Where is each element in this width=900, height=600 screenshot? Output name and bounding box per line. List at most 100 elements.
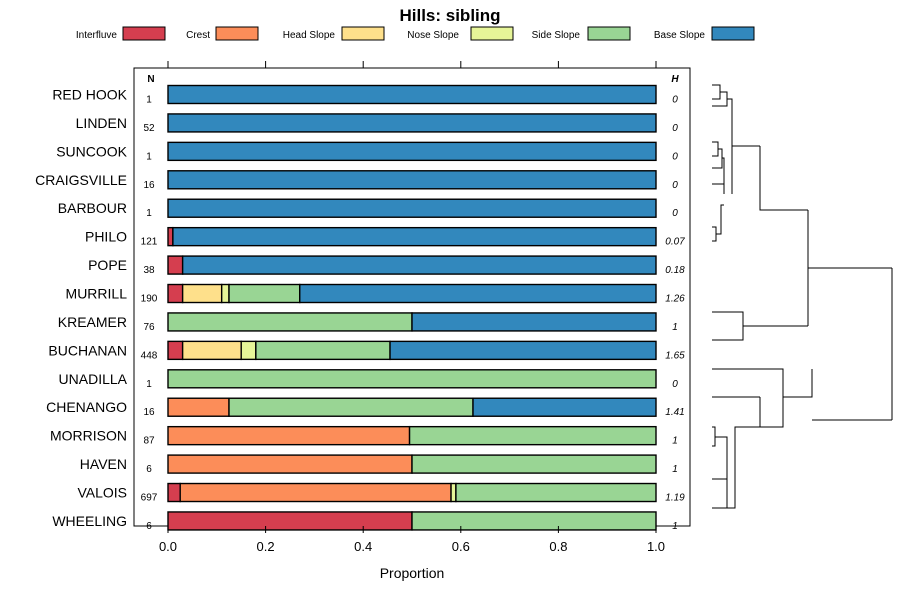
dendrogram-branch — [727, 98, 733, 194]
n-value: 190 — [141, 294, 158, 305]
bars-group — [167, 84, 657, 531]
x-tick-label: 0.4 — [354, 539, 372, 554]
bar-pope-base-slope — [181, 255, 657, 275]
h-value: 1.65 — [665, 350, 685, 361]
bar-wheeling-interfluve — [167, 511, 413, 531]
bar-murrill-side-slope — [228, 283, 301, 304]
dendrogram-branch — [712, 368, 784, 428]
n-value: 87 — [143, 436, 155, 447]
bar-barbour-base-slope — [167, 198, 657, 218]
n-value: 1 — [146, 208, 152, 219]
bar-buchanan-side-slope — [255, 340, 391, 361]
legend-label-side-slope: Side Slope — [532, 30, 581, 41]
category-label: SUNCOOK — [56, 143, 127, 159]
bar-morrison-crest — [167, 425, 411, 446]
legend-label-crest: Crest — [186, 30, 210, 41]
dendrogram-branch — [783, 369, 813, 398]
n-value: 16 — [143, 180, 155, 191]
category-label: HAVEN — [80, 456, 127, 472]
bar-buchanan-interfluve — [167, 340, 184, 361]
dendrogram-branch — [712, 141, 719, 157]
bar-murrill-nose-slope — [220, 283, 230, 304]
bar-red-hook-base-slope — [167, 84, 657, 105]
bar-haven-crest — [167, 454, 413, 474]
n-value: 697 — [141, 493, 158, 504]
x-axis: 0.0 0.2 0.4 0.6 0.8 1.0 — [159, 61, 665, 554]
dendrogram-branch — [712, 148, 723, 169]
bar-philo-interfluve — [167, 226, 174, 247]
bar-kreamer-side-slope — [167, 312, 413, 332]
dendrogram-branch — [726, 426, 760, 509]
bar-wheeling-side-slope — [411, 511, 657, 531]
n-value: 16 — [143, 407, 155, 418]
n-header: N — [147, 74, 154, 85]
legend-swatch-nose-slope — [470, 26, 514, 41]
h-value: 0 — [672, 95, 678, 106]
h-value: 0 — [672, 208, 678, 219]
category-label: KREAMER — [58, 314, 127, 330]
category-label: CRAIGSVILLE — [35, 172, 127, 188]
bar-morrison-side-slope — [408, 425, 657, 446]
n-value: 38 — [143, 265, 155, 276]
legend-swatch-interfluve — [122, 26, 166, 41]
dendrogram-branch — [712, 226, 717, 242]
x-tick-label: 0.0 — [159, 539, 177, 554]
h-value: 1.26 — [665, 294, 685, 305]
n-value: 52 — [143, 123, 155, 134]
bar-valois-side-slope — [455, 482, 657, 503]
bar-murrill-interfluve — [167, 283, 184, 304]
n-value: 448 — [141, 350, 158, 361]
dendrogram-branch — [712, 157, 725, 185]
category-label: BUCHANAN — [48, 342, 127, 358]
h-value: 1 — [672, 464, 678, 475]
h-value: 1 — [672, 436, 678, 447]
n-value: 6 — [146, 521, 152, 532]
h-value: 0 — [672, 151, 678, 162]
n-value: 1 — [146, 95, 152, 106]
legend-swatch-crest — [215, 26, 259, 41]
bar-linden-base-slope — [167, 113, 657, 133]
category-label: CHENANGO — [46, 399, 127, 415]
legend-label-nose-slope: Nose Slope — [407, 30, 459, 41]
x-tick-label: 0.2 — [257, 539, 275, 554]
chart-title: Hills: sibling — [399, 6, 500, 25]
x-axis-title: Proportion — [380, 565, 445, 581]
dendrogram-branch — [759, 146, 808, 211]
legend-swatch-base-slope — [711, 26, 755, 41]
bar-valois-crest — [179, 482, 452, 503]
bar-valois-interfluve — [167, 482, 181, 503]
category-label: MORRISON — [50, 428, 127, 444]
category-label: POPE — [88, 257, 127, 273]
h-value: 1.19 — [665, 493, 685, 504]
bar-buchanan-nose-slope — [240, 340, 257, 361]
h-value: 1 — [672, 521, 678, 532]
dendrogram-branch — [712, 84, 721, 100]
bar-chenango-side-slope — [228, 397, 474, 417]
h-value: 1.41 — [665, 407, 684, 418]
category-label: LINDEN — [76, 115, 127, 131]
h-value: 0.18 — [665, 265, 685, 276]
n-value: 76 — [143, 322, 155, 333]
bar-murrill-head-slope — [181, 283, 223, 304]
category-label: WHEELING — [52, 513, 127, 529]
bar-craigsville-base-slope — [167, 170, 657, 190]
bar-chenango-crest — [167, 397, 230, 417]
category-label: UNADILLA — [59, 371, 128, 387]
dendrogram-branch — [712, 311, 744, 341]
bar-buchanan-base-slope — [389, 340, 657, 361]
bar-pope-interfluve — [167, 255, 184, 275]
h-value: 0 — [672, 123, 678, 134]
bar-kreamer-base-slope — [411, 312, 657, 332]
dendrogram-branch — [716, 204, 724, 235]
bar-haven-side-slope — [411, 454, 657, 474]
legend-swatch-side-slope — [587, 26, 631, 41]
bar-philo-base-slope — [172, 226, 657, 247]
legend-label-base-slope: Base Slope — [654, 30, 706, 41]
h-value: 0 — [672, 180, 678, 191]
bar-unadilla-side-slope — [167, 369, 657, 389]
legend-swatch-head-slope — [341, 26, 385, 41]
n-value: 6 — [146, 464, 152, 475]
category-label: VALOIS — [77, 485, 127, 501]
category-label: MURRILL — [66, 286, 128, 302]
legend-label-head-slope: Head Slope — [283, 30, 336, 41]
